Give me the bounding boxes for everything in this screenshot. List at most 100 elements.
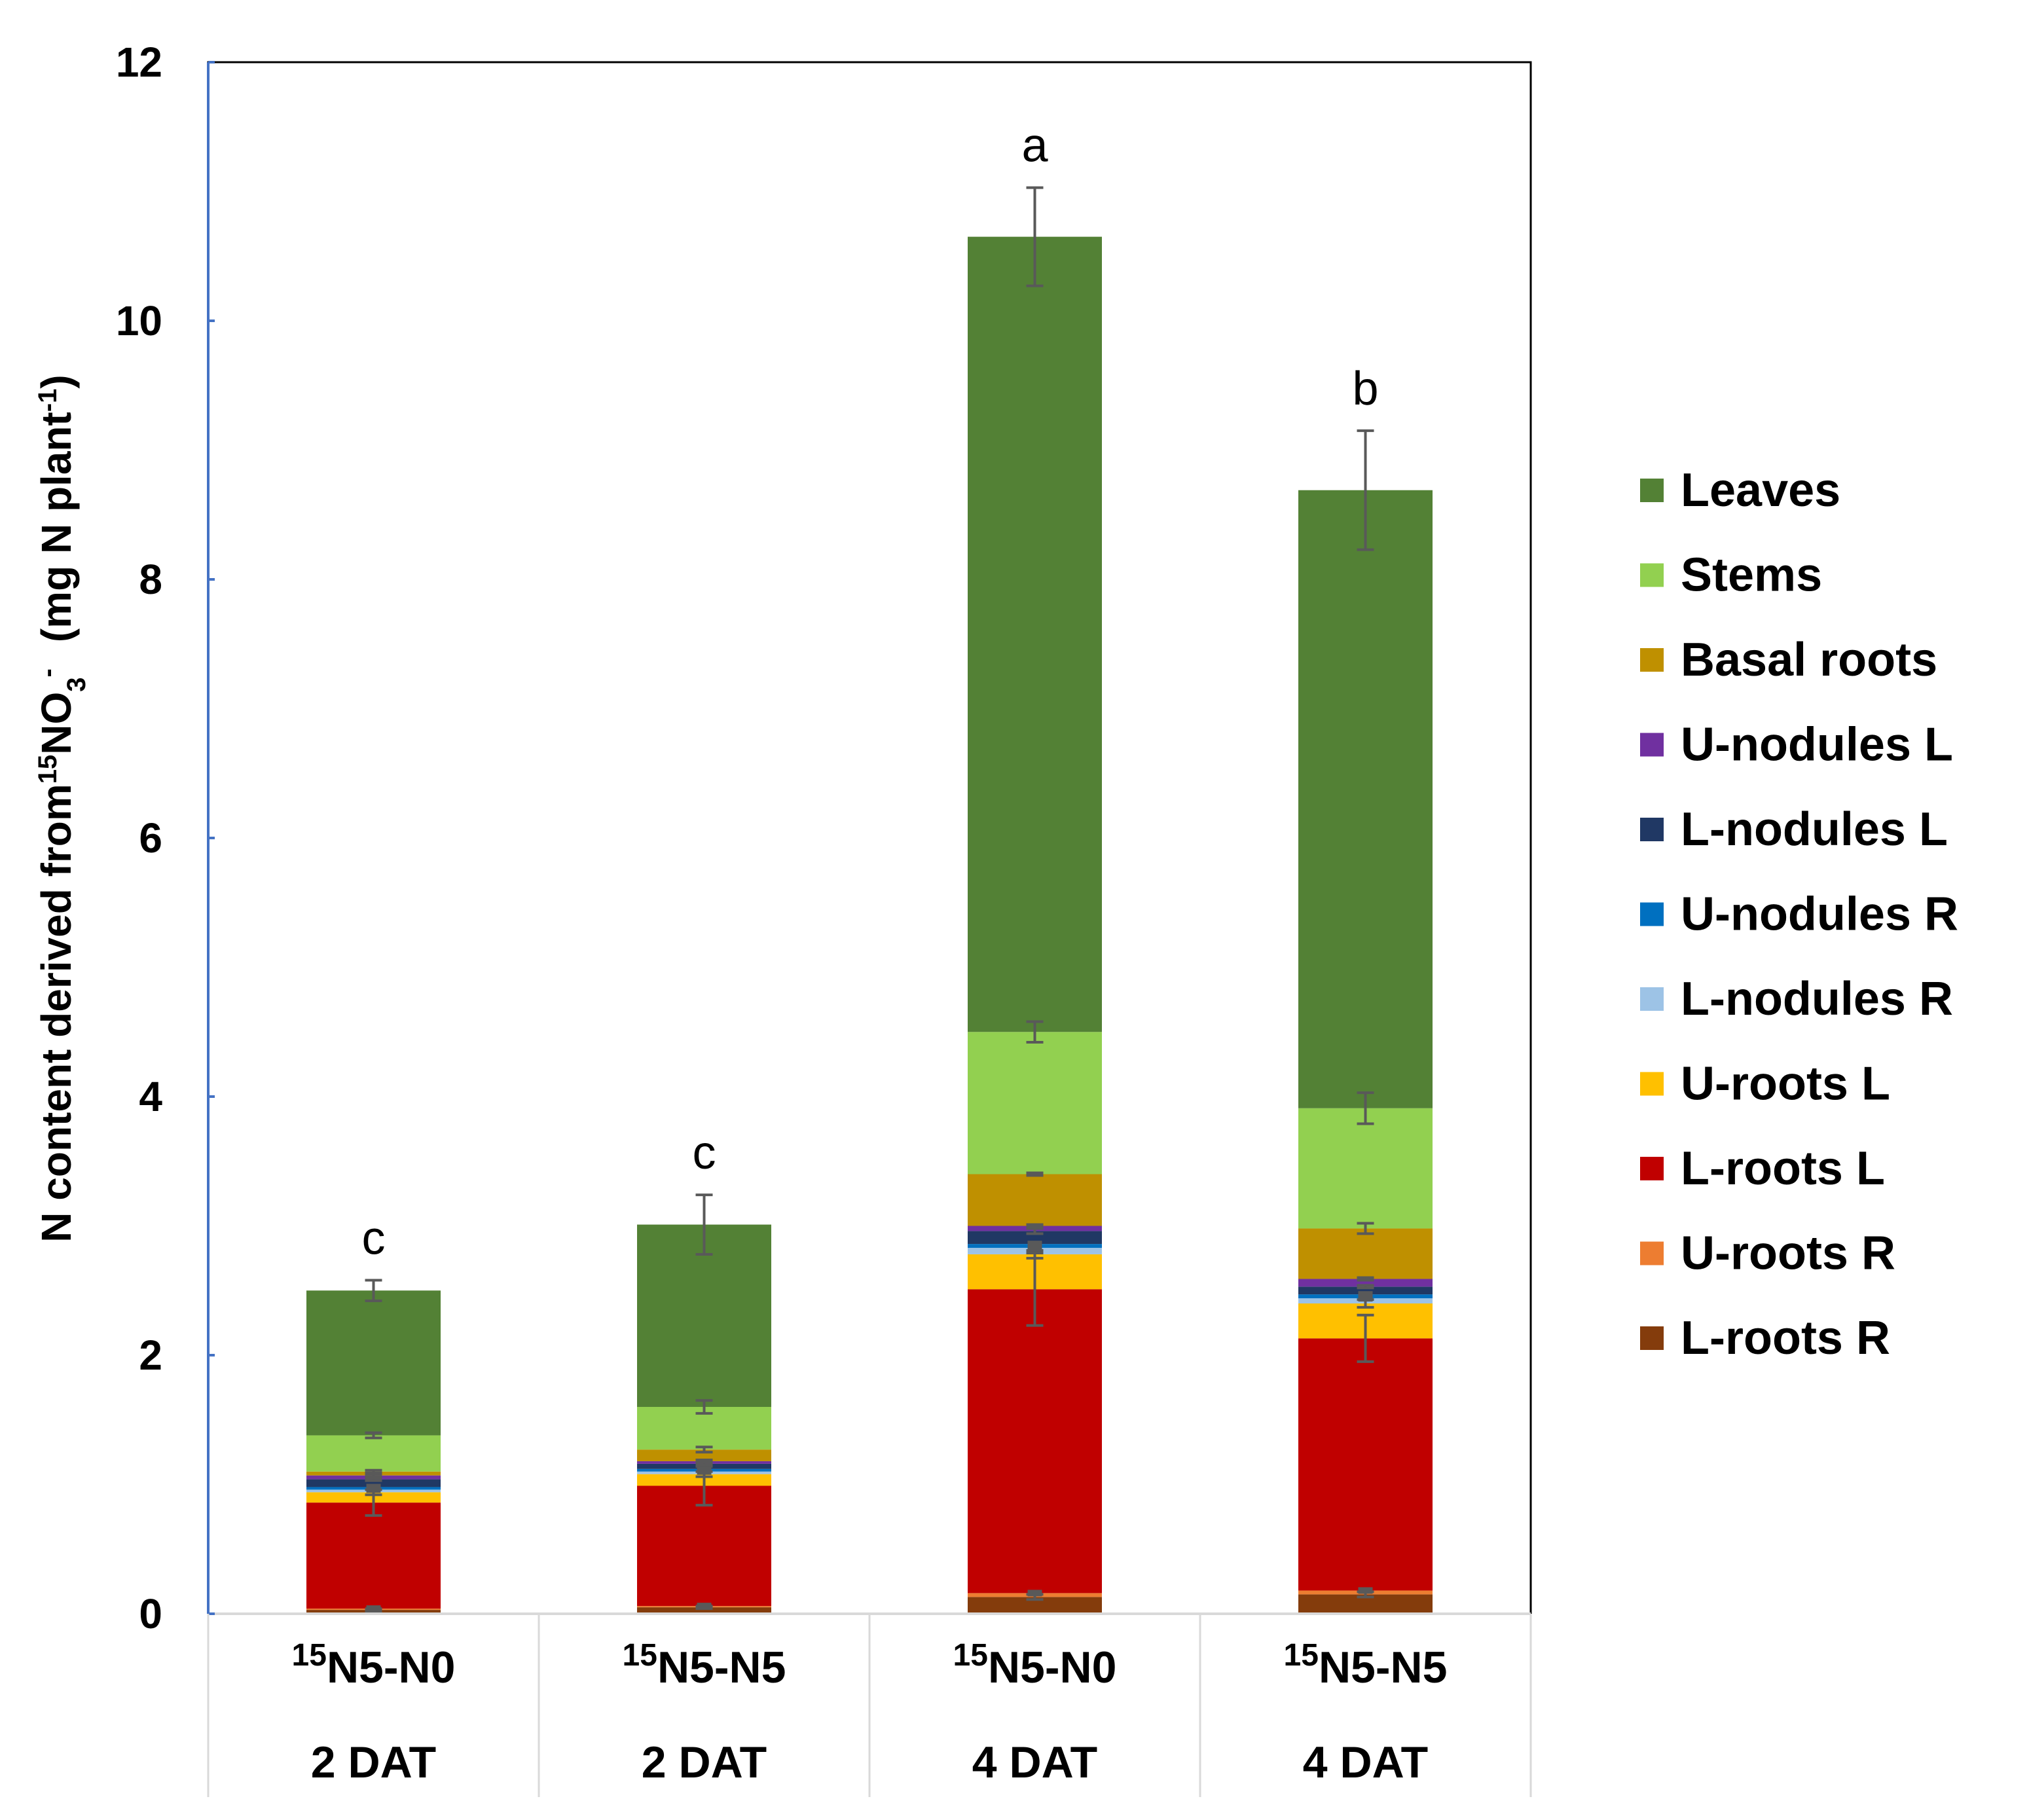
y-label-charge: - (33, 668, 62, 677)
legend-item-u-roots-l: U-roots L (1640, 1058, 1890, 1110)
error-bar-l-nodules-r-3 (1027, 1245, 1042, 1252)
error-bar-u-nodules-l-4 (1357, 1276, 1374, 1282)
y-tick-label-0: 0 (139, 1590, 162, 1637)
legend-item-l-nodules-l: L-nodules L (1640, 803, 1948, 856)
error-bar-leaves-2 (695, 1193, 713, 1256)
category-time-label-4: 4 DAT (1303, 1738, 1428, 1787)
error-bar-leaves-3 (1026, 186, 1044, 287)
error-bar-leaves-4 (1357, 429, 1374, 551)
error-bar-u-nodules-r-1 (366, 1483, 381, 1491)
bar-basal-roots-2 (637, 1449, 771, 1461)
error-bar-u-nodules-l-2 (695, 1458, 713, 1464)
legend-label: L-roots L (1681, 1142, 1885, 1195)
legend-swatch (1640, 648, 1664, 672)
legend-item-l-roots-r: L-roots R (1640, 1312, 1890, 1364)
y-tick-label-10: 10 (116, 297, 162, 344)
legend-item-l-nodules-r: L-nodules R (1640, 973, 1953, 1025)
category-labels: 15N5-N0 2 DAT 15N5-N5 2 DAT 15N5-N0 4 DAT 15N5… (207, 1614, 1532, 1797)
axes: 0 2 4 6 8 10 12 (116, 39, 1531, 1637)
error-bar-u-nodules-r-3 (1027, 1241, 1042, 1248)
bar-l-roots-l-4 (1298, 1338, 1433, 1591)
bar-l-nodules-l-1 (306, 1479, 441, 1487)
legend-label: Basal roots (1681, 634, 1937, 686)
category-label-4: 15N5-N5 (1284, 1638, 1448, 1693)
y-tick-label-6: 6 (139, 814, 162, 862)
bar-l-roots-r-2 (637, 1607, 771, 1614)
y-label-unit-open: (mg N plant (33, 412, 80, 642)
legend-label: Leaves (1681, 464, 1840, 517)
y-label-unit-close: ) (33, 374, 80, 388)
y-label-iso: 15 (33, 755, 62, 784)
legend-swatch (1640, 987, 1664, 1011)
y-label-sub: 3 (62, 677, 91, 691)
significance-letter-2: c (693, 1127, 716, 1179)
error-bar-stems-4 (1357, 1091, 1374, 1125)
bar-stems-1 (306, 1435, 441, 1472)
significance-letters: c c a b (362, 120, 1379, 1265)
category-time-label-3: 4 DAT (972, 1738, 1097, 1787)
legend-item-u-nodules-l: U-nodules L (1640, 719, 1953, 771)
y-axis-label: N content derived from15NO3- (mg N plant-… (33, 374, 91, 1242)
error-bar-stems-1 (365, 1431, 382, 1440)
category-label-3: 15N5-N0 (953, 1638, 1117, 1693)
bar-leaves-4 (1298, 490, 1433, 1108)
error-bar-u-nodules-r-2 (697, 1465, 712, 1472)
legend-label: U-nodules R (1681, 888, 1958, 941)
error-bar-stems-3 (1026, 1020, 1044, 1044)
bar-basal-roots-3 (968, 1174, 1102, 1226)
category-label-1: 15N5-N0 (292, 1638, 456, 1693)
legend-label: U-roots L (1681, 1058, 1890, 1110)
error-bar-basal-roots-1 (365, 1468, 382, 1474)
bar-l-roots-l-3 (968, 1289, 1102, 1593)
bar-basal-roots-4 (1298, 1228, 1433, 1279)
bar-leaves-3 (968, 236, 1102, 1032)
legend-swatch (1640, 1157, 1664, 1180)
legend-item-u-nodules-r: U-nodules R (1640, 888, 1958, 941)
legend-swatch (1640, 1326, 1664, 1350)
error-bar-u-roots-r-4 (1358, 1587, 1373, 1594)
legend-label: U-roots R (1681, 1228, 1895, 1280)
legend-swatch (1640, 479, 1664, 502)
legend-swatch (1640, 902, 1664, 926)
legend-swatch (1640, 1241, 1664, 1265)
error-bar-u-roots-r-1 (366, 1605, 381, 1612)
error-bar-basal-roots-3 (1026, 1171, 1044, 1177)
bar-l-nodules-l-3 (968, 1231, 1102, 1245)
y-label-prefix: N content derived from (33, 784, 80, 1243)
legend-item-l-roots-l: L-roots L (1640, 1142, 1885, 1195)
error-bar-u-nodules-l-1 (365, 1472, 382, 1478)
y-label-formula: NO (33, 692, 80, 755)
category-time-label-2: 2 DAT (642, 1738, 767, 1787)
legend-label: L-roots R (1681, 1312, 1890, 1364)
bars (306, 236, 1433, 1614)
bar-leaves-1 (306, 1290, 441, 1436)
legend-item-basal-roots: Basal roots (1640, 634, 1937, 686)
legend-swatch (1640, 818, 1664, 841)
category-label-2: 15N5-N5 (623, 1638, 786, 1693)
error-bars (365, 186, 1374, 1613)
significance-letter-4: b (1352, 363, 1378, 415)
legend-item-stems: Stems (1640, 549, 1822, 602)
legend-item-u-roots-r: U-roots R (1640, 1228, 1895, 1280)
significance-letter-1: c (362, 1212, 386, 1264)
bar-u-nodules-l-4 (1298, 1279, 1433, 1287)
error-bar-u-roots-r-2 (697, 1603, 712, 1610)
bar-stems-3 (968, 1032, 1102, 1174)
y-tick-label-4: 4 (139, 1073, 162, 1120)
error-bar-leaves-1 (365, 1279, 382, 1303)
error-bar-l-roots-l-4 (1357, 1313, 1374, 1363)
error-bar-basal-roots-2 (695, 1446, 713, 1454)
legend-label: L-nodules L (1681, 803, 1948, 856)
legend-swatch (1640, 1072, 1664, 1096)
error-bar-u-nodules-l-3 (1026, 1223, 1044, 1229)
legend-swatch (1640, 733, 1664, 757)
legend-label: U-nodules L (1681, 719, 1953, 771)
error-bar-l-nodules-r-4 (1358, 1295, 1373, 1302)
bar-l-nodules-l-4 (1298, 1286, 1433, 1295)
category-time-label-1: 2 DAT (311, 1738, 436, 1787)
significance-letter-3: a (1021, 120, 1048, 172)
error-bar-l-nodules-l-1 (365, 1476, 382, 1482)
error-bar-u-nodules-r-4 (1358, 1291, 1373, 1298)
legend: Leaves Stems Basal roots U-nodules L L-nodul… (1640, 464, 1958, 1364)
